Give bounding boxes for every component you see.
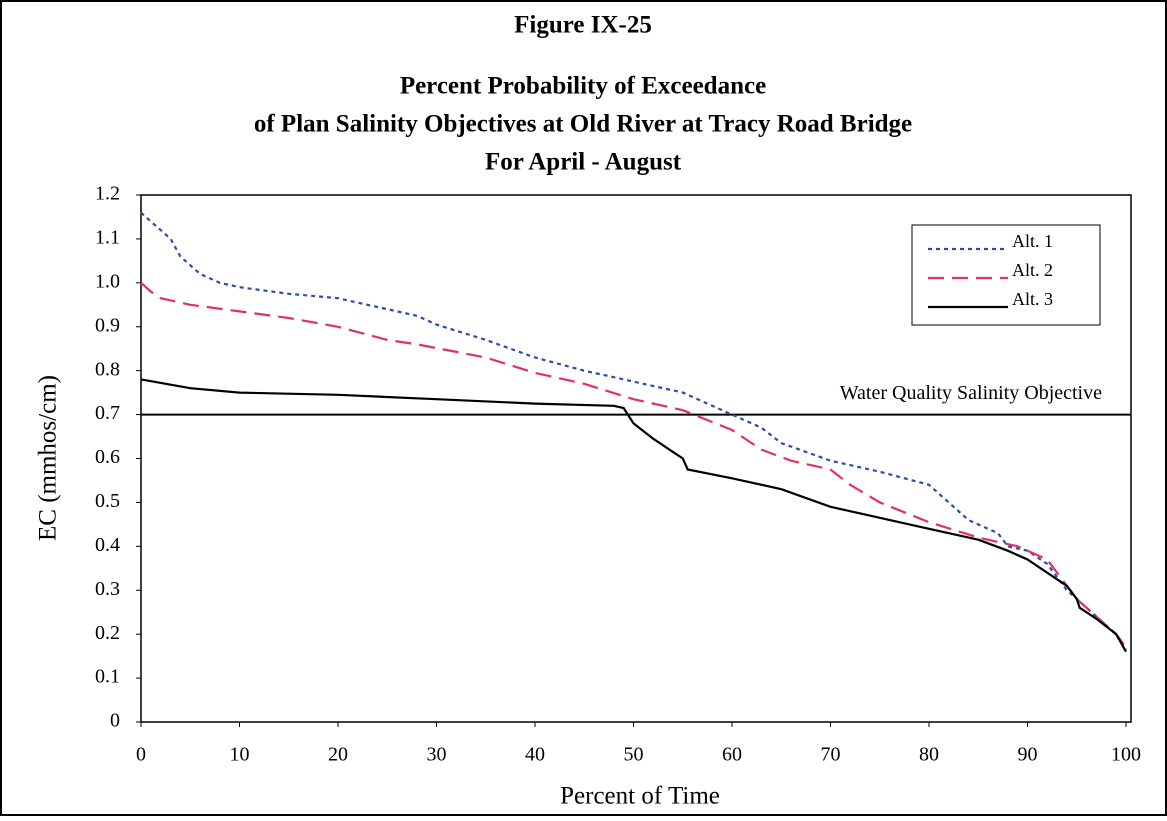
y-tick-label: 0.2 [95,622,120,644]
x-axis-label: Percent of Time [560,783,720,810]
y-tick-label: 0.4 [95,534,120,556]
y-tick-label: 0.3 [95,578,120,600]
x-tick-label: 20 [328,744,348,766]
x-tick-label: 80 [919,744,939,766]
x-tick-label: 60 [722,744,742,766]
x-tick-label: 90 [1018,744,1038,766]
x-tick-label: 70 [821,744,841,766]
x-tick-label: 50 [624,744,644,766]
chart-subtitle: For April - August [485,149,682,176]
y-tick-label: 0.5 [95,490,120,512]
x-tick-label: 40 [525,744,545,766]
chart-title: Figure IX-25 [514,12,652,39]
y-axis-label: EC (mmhos/cm) [35,375,62,541]
y-tick-label: 1.0 [95,270,120,292]
chart-subtitle: of Plan Salinity Objectives at Old River… [254,111,912,138]
y-tick-label: 1.1 [95,227,120,249]
legend-label: Alt. 3 [1012,289,1053,309]
y-tick-label: 0.8 [95,358,120,380]
series-line [140,378,1127,653]
y-tick-label: 0.1 [95,666,120,688]
y-tick-label: 0.7 [95,402,120,424]
y-tick-label: 0.6 [95,446,120,468]
x-tick-label: 30 [427,744,447,766]
series-line [140,211,1127,651]
legend-box [911,224,1101,326]
chart-subtitle: Percent Probability of Exceedance [400,73,766,100]
y-tick-label: 0 [110,710,120,732]
reference-label: Water Quality Salinity Objective [840,382,1102,404]
series-line [140,281,1127,648]
legend-label: Alt. 1 [1012,231,1053,251]
x-tick-label: 0 [136,744,146,766]
legend-label: Alt. 2 [1012,260,1053,280]
y-tick-label: 0.9 [95,314,120,336]
x-tick-label: 10 [230,744,250,766]
y-tick-label: 1.2 [95,183,120,205]
x-tick-label: 100 [1111,744,1141,766]
